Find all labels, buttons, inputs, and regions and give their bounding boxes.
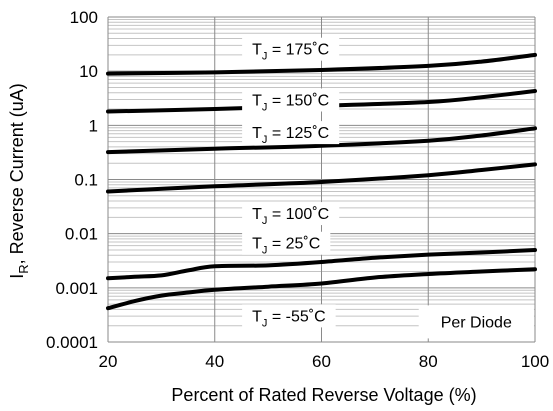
y-tick-label: 0.0001	[46, 333, 98, 352]
y-axis-title-rest: , Reverse Current (uA)	[7, 83, 27, 264]
x-tick-label: 80	[419, 352, 438, 371]
series-label-4: TJ = 25˚C	[242, 231, 331, 257]
series-line-4	[106, 248, 537, 281]
y-tick-label: 1	[89, 116, 98, 135]
series-label-3: TJ = 100˚C	[242, 202, 340, 227]
series-label-text: TJ = 125˚C	[252, 125, 329, 146]
chart-axis-titles: Percent of Rated Reverse Voltage (%) IR,…	[7, 83, 477, 405]
y-tick-label: 0.001	[55, 279, 98, 298]
annotation-box	[418, 305, 534, 339]
y-axis-title: IR, Reverse Current (uA)	[7, 83, 31, 278]
y-axis-title-main: I	[7, 274, 27, 279]
x-axis-title: Percent of Rated Reverse Voltage (%)	[171, 385, 476, 405]
series-label-box	[242, 304, 336, 328]
y-tick-label: 10	[79, 62, 98, 81]
annotation-per-diode: Per Diode	[441, 314, 512, 331]
series-label-2: TJ = 125˚C	[242, 121, 340, 146]
x-tick-label: 60	[312, 352, 331, 371]
x-tick-label: 40	[205, 352, 224, 371]
series-label-text: TJ = 25˚C	[252, 236, 320, 257]
chart-tick-labels: 0.0001 0.001 0.01 0.1 1 10 100 20 40 60 80 100	[46, 8, 549, 371]
chart-annotation-group: Per Diode	[418, 305, 534, 339]
chart-series-lines	[106, 52, 537, 311]
y-tick-label: 100	[70, 8, 98, 27]
series-label-text: TJ = 150˚C	[252, 92, 329, 113]
series-line-2	[106, 126, 537, 155]
series-label-0: TJ = 175˚C	[242, 37, 340, 63]
series-label-box	[242, 231, 331, 255]
y-tick-label: 0.01	[65, 225, 98, 244]
series-label-box	[242, 202, 340, 226]
y-tick-label: 0.1	[74, 171, 98, 190]
series-label-box	[242, 37, 340, 61]
series-label-text: TJ = 175˚C	[252, 42, 329, 63]
series-line-5	[106, 267, 537, 311]
series-label-1: TJ = 150˚C	[242, 88, 340, 113]
x-tick-label: 100	[521, 352, 549, 371]
series-label-box	[242, 121, 340, 145]
series-label-5: TJ = -55˚C	[242, 304, 336, 329]
series-line-3	[106, 162, 537, 194]
series-line-0	[106, 52, 537, 76]
y-axis-title-sub: R	[16, 264, 31, 273]
chart-series-labels: TJ = 175˚C TJ = 150˚C TJ = 125˚C TJ = 100˚C…	[242, 37, 340, 329]
series-label-text: TJ = -55˚C	[252, 308, 326, 329]
series-label-box	[242, 88, 340, 112]
x-tick-label: 20	[99, 352, 118, 371]
series-label-text: TJ = 100˚C	[252, 206, 329, 227]
series-line-1	[106, 89, 537, 114]
